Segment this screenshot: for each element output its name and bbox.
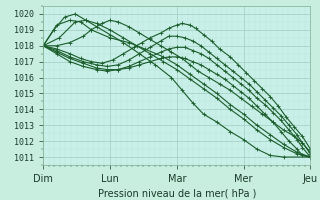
X-axis label: Pression niveau de la mer( hPa ): Pression niveau de la mer( hPa )	[98, 188, 256, 198]
